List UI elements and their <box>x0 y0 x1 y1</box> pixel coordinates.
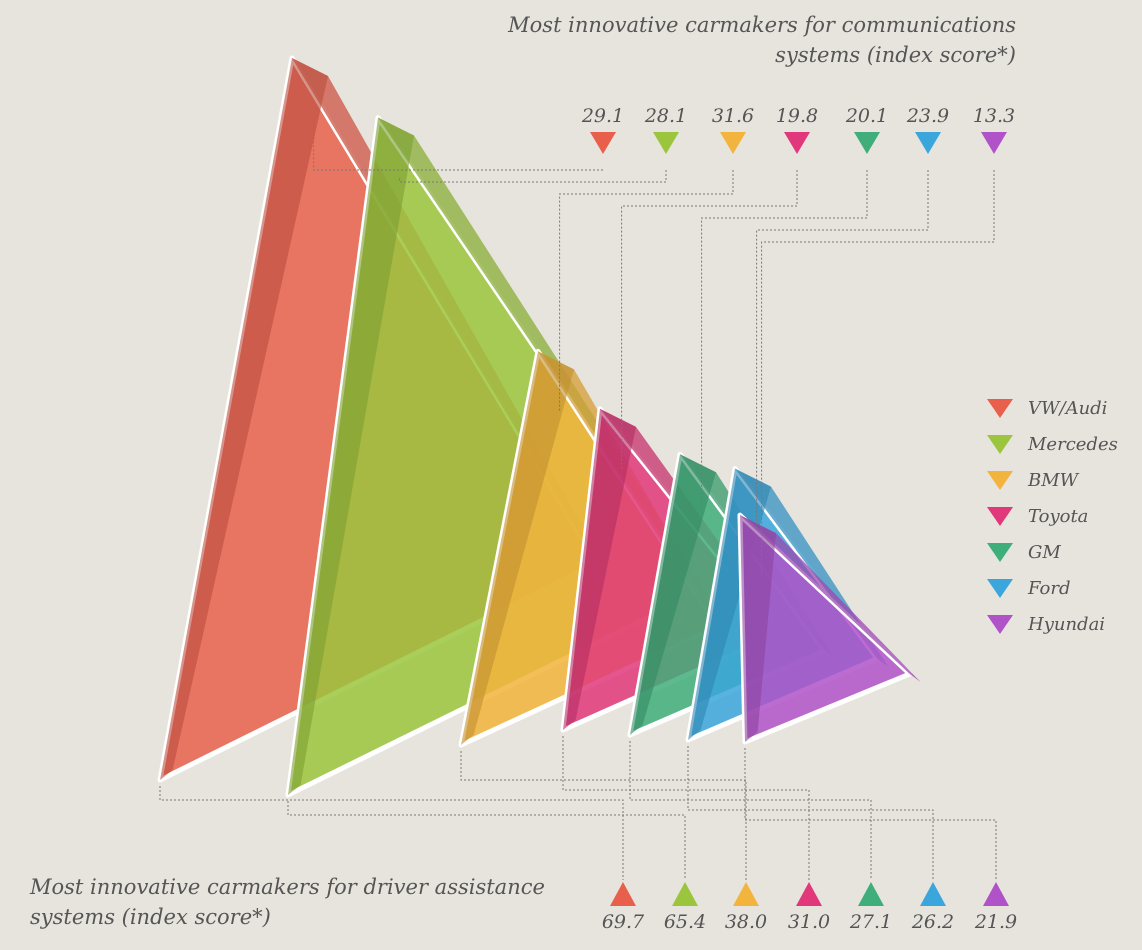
shape-hyundai-side <box>740 515 921 682</box>
leader-bottom-ford <box>687 746 934 880</box>
shape-bmw-edge <box>461 351 574 745</box>
top-value-vw-audi: 29.1 <box>581 105 624 127</box>
shape-gm-edge <box>630 454 716 735</box>
top-marker-toyota <box>784 132 810 154</box>
legend-label-vw-audi: VW/Audi <box>1028 397 1108 419</box>
legend-swatch-vw-audi <box>987 399 1013 418</box>
leader-bottom-hyundai <box>744 748 997 880</box>
leader-bottom-mercedes <box>287 801 686 880</box>
leader-top-bmw <box>559 170 734 412</box>
legend-item-gm: GM <box>986 534 1118 570</box>
bottom-value-ford: 26.2 <box>911 911 954 933</box>
legend-item-toyota: Toyota <box>986 498 1118 534</box>
shape-mercedes-edge <box>288 117 414 795</box>
top-marker-hyundai <box>981 132 1007 154</box>
legend-item-vw-audi: VW/Audi <box>986 390 1118 426</box>
bottom-marker-ford <box>920 882 946 906</box>
leader-top-mercedes <box>399 170 667 183</box>
top-value-toyota: 19.8 <box>776 105 818 127</box>
bottom-value-vw-audi: 69.7 <box>602 911 645 933</box>
bottom-markers: 69.7 65.4 38.0 31.0 27.1 26.2 21.9 <box>602 882 1017 933</box>
shape-toyota-edge <box>563 408 636 730</box>
legend: VW/Audi Mercedes BMW Toyota GM Ford Hyundai <box>986 390 1118 642</box>
top-title: Most innovative carmakers for communicat… <box>508 13 1016 67</box>
top-markers: 29.1 28.1 31.6 19.8 20.1 23.9 13.3 <box>581 105 1015 154</box>
legend-label-gm: GM <box>1028 541 1061 563</box>
top-marker-bmw <box>720 132 746 154</box>
bottom-marker-mercedes <box>672 882 698 906</box>
top-value-ford: 23.9 <box>906 105 949 127</box>
legend-item-ford: Ford <box>986 570 1118 606</box>
legend-label-bmw: BMW <box>1028 469 1079 491</box>
leader-bottom-vw-audi <box>159 786 624 880</box>
legend-label-ford: Ford <box>1028 577 1071 599</box>
bottom-value-bmw: 38.0 <box>725 911 767 933</box>
legend-swatch-hyundai <box>987 615 1013 634</box>
top-marker-vw-audi <box>590 132 616 154</box>
top-value-hyundai: 13.3 <box>973 105 1015 127</box>
legend-swatch-bmw <box>987 471 1013 490</box>
bottom-marker-vw-audi <box>610 882 636 906</box>
top-marker-gm <box>854 132 880 154</box>
chart-shapes <box>157 55 921 798</box>
legend-swatch-toyota <box>987 507 1013 526</box>
top-marker-mercedes <box>653 132 679 154</box>
legend-label-toyota: Toyota <box>1028 505 1089 527</box>
leader-bottom-bmw <box>460 751 747 880</box>
leader-bottom-gm <box>629 741 872 880</box>
top-marker-ford <box>915 132 941 154</box>
legend-swatch-gm <box>987 543 1013 562</box>
legend-item-mercedes: Mercedes <box>986 426 1118 462</box>
legend-swatch-mercedes <box>987 435 1013 454</box>
shape-hyundai-edge <box>740 515 776 742</box>
bottom-marker-gm <box>858 882 884 906</box>
bottom-value-gm: 27.1 <box>849 911 892 933</box>
leader-top-toyota <box>621 170 798 469</box>
bottom-marker-toyota <box>796 882 822 906</box>
legend-swatch-ford <box>987 579 1013 598</box>
bottom-value-toyota: 31.0 <box>788 911 830 933</box>
top-value-mercedes: 28.1 <box>644 105 687 127</box>
shape-vw-audi-edge <box>160 58 328 780</box>
leader-bottom-toyota <box>562 736 810 880</box>
bottom-value-mercedes: 65.4 <box>664 911 706 933</box>
legend-label-hyundai: Hyundai <box>1028 613 1106 635</box>
bottom-marker-hyundai <box>983 882 1009 906</box>
bottom-value-hyundai: 21.9 <box>974 911 1017 933</box>
leader-top-gm <box>701 170 868 515</box>
legend-item-hyundai: Hyundai <box>986 606 1118 642</box>
bottom-title: Most innovative carmakers for driver ass… <box>30 875 545 929</box>
top-value-gm: 20.1 <box>845 105 888 127</box>
leader-top-hyundai <box>761 170 995 576</box>
leader-top-vw-audi <box>313 118 603 171</box>
bottom-marker-bmw <box>733 882 759 906</box>
legend-item-bmw: BMW <box>986 462 1118 498</box>
leader-lines <box>159 118 997 880</box>
leader-top-ford <box>756 170 929 529</box>
top-value-bmw: 31.6 <box>712 105 754 127</box>
legend-label-mercedes: Mercedes <box>1028 433 1118 455</box>
